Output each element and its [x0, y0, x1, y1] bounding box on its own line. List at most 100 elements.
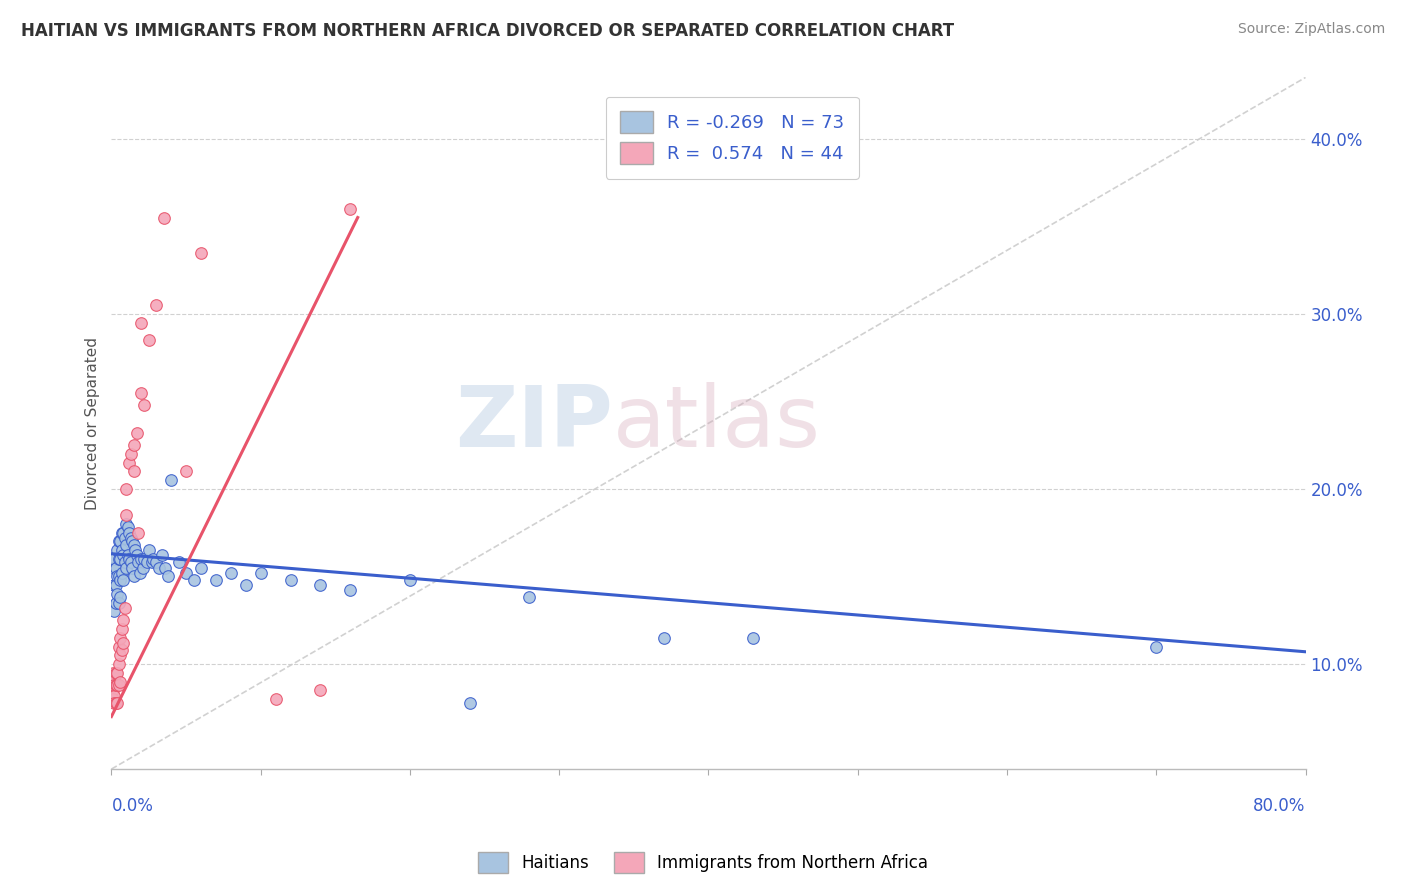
Text: 80.0%: 80.0%	[1253, 797, 1306, 814]
Point	[127, 525, 149, 540]
Point	[101, 665, 124, 680]
Point	[1144, 640, 1167, 654]
Point	[157, 569, 180, 583]
Point	[108, 569, 131, 583]
Point	[114, 601, 136, 615]
Point	[103, 696, 125, 710]
Point	[105, 543, 128, 558]
Point	[125, 425, 148, 440]
Point	[138, 543, 160, 558]
Point	[122, 464, 145, 478]
Point	[309, 578, 332, 592]
Point	[249, 566, 271, 580]
Point	[112, 549, 135, 563]
Point	[183, 573, 205, 587]
Point	[652, 631, 675, 645]
Point	[108, 678, 131, 692]
Point	[103, 578, 125, 592]
Point	[120, 531, 142, 545]
Point	[104, 578, 127, 592]
Point	[104, 678, 127, 692]
Point	[129, 552, 152, 566]
Point	[134, 398, 156, 412]
Point	[153, 560, 176, 574]
Point	[111, 566, 134, 580]
Point	[124, 543, 146, 558]
Point	[280, 573, 302, 587]
Point	[174, 464, 197, 478]
Point	[122, 438, 145, 452]
Point	[339, 583, 361, 598]
Point	[128, 566, 150, 580]
Legend: R = -0.269   N = 73, R =  0.574   N = 44: R = -0.269 N = 73, R = 0.574 N = 44	[606, 97, 859, 178]
Point	[121, 560, 143, 574]
Legend: Haitians, Immigrants from Northern Africa: Haitians, Immigrants from Northern Afric…	[471, 846, 935, 880]
Point	[103, 671, 125, 685]
Point	[129, 316, 152, 330]
Point	[125, 549, 148, 563]
Point	[129, 385, 152, 400]
Point	[110, 631, 132, 645]
Point	[115, 508, 138, 523]
Point	[103, 605, 125, 619]
Point	[127, 556, 149, 570]
Point	[104, 560, 127, 574]
Point	[104, 665, 127, 680]
Point	[339, 202, 361, 216]
Point	[117, 520, 139, 534]
Text: ZIP: ZIP	[456, 382, 613, 465]
Point	[110, 573, 132, 587]
Point	[101, 560, 124, 574]
Point	[103, 552, 125, 566]
Text: atlas: atlas	[613, 382, 821, 465]
Point	[110, 552, 132, 566]
Point	[110, 648, 132, 663]
Point	[120, 447, 142, 461]
Point	[309, 683, 332, 698]
Point	[219, 566, 242, 580]
Point	[150, 549, 173, 563]
Point	[112, 573, 135, 587]
Point	[108, 552, 131, 566]
Point	[104, 596, 127, 610]
Point	[122, 538, 145, 552]
Point	[132, 560, 155, 574]
Point	[115, 560, 138, 574]
Point	[105, 696, 128, 710]
Point	[117, 549, 139, 563]
Point	[148, 560, 170, 574]
Point	[114, 556, 136, 570]
Point	[190, 560, 212, 574]
Point	[108, 596, 131, 610]
Point	[101, 683, 124, 698]
Point	[111, 525, 134, 540]
Point	[142, 552, 165, 566]
Point	[104, 696, 127, 710]
Point	[118, 552, 141, 566]
Point	[167, 556, 190, 570]
Point	[152, 211, 174, 225]
Point	[111, 622, 134, 636]
Point	[101, 674, 124, 689]
Point	[134, 552, 156, 566]
Point	[108, 640, 131, 654]
Point	[103, 678, 125, 692]
Point	[399, 573, 422, 587]
Y-axis label: Divorced or Separated: Divorced or Separated	[86, 337, 100, 509]
Point	[105, 665, 128, 680]
Point	[517, 591, 540, 605]
Point	[115, 482, 138, 496]
Point	[105, 678, 128, 692]
Point	[174, 566, 197, 580]
Point	[101, 692, 124, 706]
Point	[114, 531, 136, 545]
Point	[108, 534, 131, 549]
Point	[111, 643, 134, 657]
Point	[205, 573, 228, 587]
Point	[103, 689, 125, 703]
Point	[105, 569, 128, 583]
Point	[111, 543, 134, 558]
Point	[112, 525, 135, 540]
Point	[264, 692, 287, 706]
Point	[235, 578, 257, 592]
